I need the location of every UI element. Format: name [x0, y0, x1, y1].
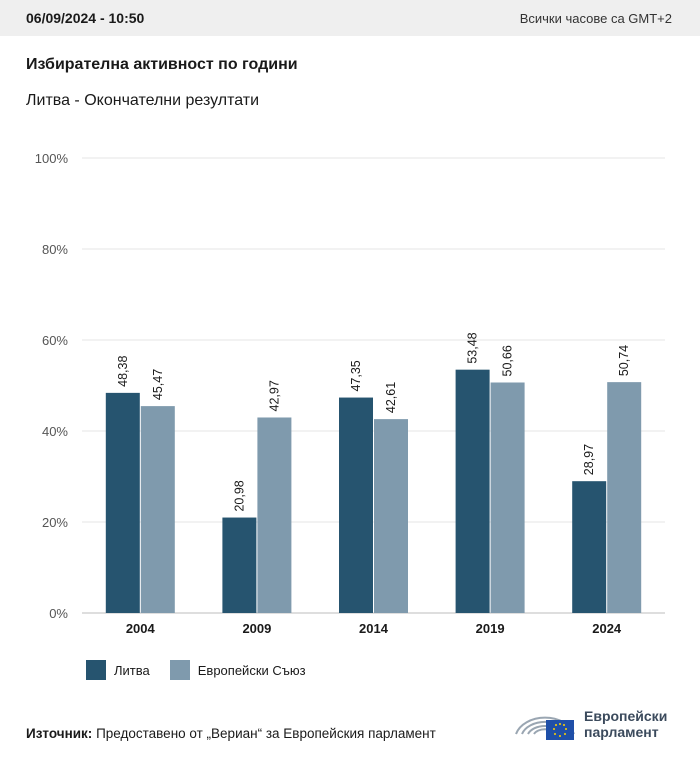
bar-lithuania-2019: [455, 369, 490, 613]
timezone-note: Всички часове са GMT+2: [519, 10, 672, 26]
data-label: 45,47: [151, 369, 165, 400]
logo-text: Европейски парламент: [584, 708, 667, 740]
x-tick-label: 2004: [126, 621, 156, 636]
top-bar: 06/09/2024 - 10:50 Всички часове са GMT+…: [0, 0, 700, 36]
y-tick-label: 60%: [42, 333, 68, 348]
source-note: Източник: Предоставено от „Вериан“ за Ев…: [26, 726, 436, 741]
legend: Литва Европейски Съюз: [86, 660, 326, 680]
data-label: 47,35: [349, 360, 363, 391]
x-tick-label: 2024: [592, 621, 622, 636]
legend-label-lithuania: Литва: [114, 662, 150, 678]
data-label: 53,48: [466, 332, 480, 363]
chart-title: Избирателна активност по години: [26, 56, 298, 73]
timestamp: 06/09/2024 - 10:50: [26, 10, 145, 26]
legend-item-eu[interactable]: Европейски Съюз: [169, 660, 306, 680]
legend-swatch-lithuania: [86, 660, 106, 680]
bar-lithuania-2024: [572, 481, 607, 613]
x-tick-label: 2019: [476, 621, 505, 636]
x-tick-label: 2009: [242, 621, 271, 636]
legend-label-eu: Европейски Съюз: [197, 662, 306, 678]
legend-swatch-eu: [169, 660, 190, 680]
y-tick-label: 40%: [42, 424, 68, 439]
chart-subtitle: Литва - Окончателни резултати: [26, 92, 260, 109]
bar-lithuania-2014: [339, 397, 373, 613]
bar-eu-2024: [607, 382, 642, 613]
bar-eu-2019: [490, 382, 525, 613]
y-tick-label: 80%: [42, 242, 68, 257]
bar-eu-2009: [257, 417, 292, 613]
data-label: 42,61: [384, 382, 398, 413]
data-label: 28,97: [582, 444, 596, 475]
data-label: 50,66: [501, 345, 515, 376]
bar-eu-2004: [140, 406, 175, 613]
y-tick-label: 100%: [35, 151, 69, 166]
bar-lithuania-2009: [222, 517, 257, 613]
source-text: Предоставено от „Вериан“ за Европейския …: [92, 726, 436, 741]
bar-lithuania-2004: [105, 392, 140, 613]
legend-item-lithuania[interactable]: Литва: [86, 660, 150, 680]
bar-eu-2014: [374, 419, 408, 613]
y-tick-label: 0%: [49, 606, 68, 621]
logo-line2: парламент: [584, 724, 659, 740]
bar-chart: 0% 20% 40% 60% 80% 100% 48,38 45,47 2004 20,98 42,…: [35, 151, 665, 636]
x-tick-label: 2014: [359, 621, 389, 636]
source-label: Източник:: [26, 726, 93, 741]
european-parliament-logo[interactable]: Европейски парламент: [512, 700, 682, 748]
data-label: 50,74: [617, 345, 631, 376]
data-label: 48,38: [116, 356, 130, 387]
y-tick-label: 20%: [42, 515, 68, 530]
data-label: 42,97: [267, 380, 281, 411]
european-parliament-logo-icon: [515, 716, 575, 740]
data-label: 20,98: [232, 480, 246, 511]
logo-line1: Европейски: [584, 708, 668, 724]
